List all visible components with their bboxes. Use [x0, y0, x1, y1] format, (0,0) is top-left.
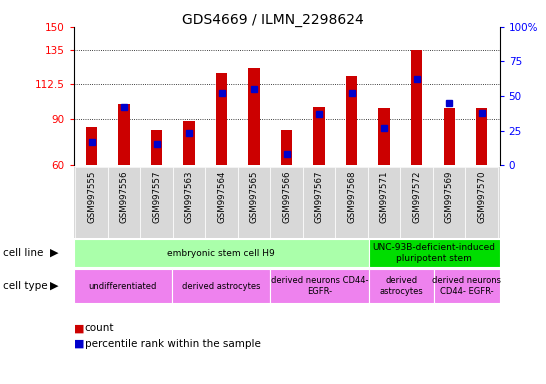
FancyBboxPatch shape [369, 239, 500, 267]
FancyBboxPatch shape [75, 167, 108, 238]
Text: undifferentiated: undifferentiated [88, 281, 157, 291]
Bar [411, 50, 423, 165]
Text: ▶: ▶ [50, 248, 59, 258]
Bar [216, 73, 227, 165]
Text: GSM997571: GSM997571 [379, 170, 389, 223]
Text: ▶: ▶ [50, 281, 59, 291]
Text: UNC-93B-deficient-induced
pluripotent stem: UNC-93B-deficient-induced pluripotent st… [372, 243, 496, 263]
Text: derived
astrocytes: derived astrocytes [379, 276, 423, 296]
Text: GSM997564: GSM997564 [217, 170, 226, 223]
FancyBboxPatch shape [400, 167, 433, 238]
Text: GSM997563: GSM997563 [185, 170, 194, 223]
Text: cell type: cell type [3, 281, 48, 291]
FancyBboxPatch shape [172, 269, 270, 303]
Text: derived neurons CD44-
EGFR-: derived neurons CD44- EGFR- [271, 276, 368, 296]
Text: count: count [85, 323, 114, 333]
Bar [313, 107, 325, 165]
FancyBboxPatch shape [270, 269, 369, 303]
FancyBboxPatch shape [335, 167, 368, 238]
Text: GSM997570: GSM997570 [477, 170, 486, 223]
Text: GSM997569: GSM997569 [444, 170, 454, 223]
FancyBboxPatch shape [140, 167, 173, 238]
Text: derived neurons
CD44- EGFR-: derived neurons CD44- EGFR- [432, 276, 501, 296]
Text: cell line: cell line [3, 248, 43, 258]
Text: derived astrocytes: derived astrocytes [182, 281, 260, 291]
Text: ■: ■ [74, 323, 84, 333]
FancyBboxPatch shape [173, 167, 205, 238]
FancyBboxPatch shape [205, 167, 238, 238]
FancyBboxPatch shape [238, 167, 270, 238]
Text: GSM997567: GSM997567 [314, 170, 324, 223]
Bar [86, 127, 97, 165]
FancyBboxPatch shape [434, 269, 500, 303]
Bar [378, 108, 390, 165]
Bar [151, 130, 162, 165]
FancyBboxPatch shape [303, 167, 335, 238]
Text: percentile rank within the sample: percentile rank within the sample [85, 339, 260, 349]
FancyBboxPatch shape [433, 167, 465, 238]
FancyBboxPatch shape [465, 167, 498, 238]
Bar [248, 68, 260, 165]
Text: GSM997566: GSM997566 [282, 170, 291, 223]
Text: GDS4669 / ILMN_2298624: GDS4669 / ILMN_2298624 [182, 13, 364, 27]
Bar [346, 76, 358, 165]
Text: GSM997556: GSM997556 [120, 170, 129, 223]
FancyBboxPatch shape [369, 269, 434, 303]
Text: GSM997555: GSM997555 [87, 170, 96, 223]
FancyBboxPatch shape [74, 167, 500, 238]
Bar [118, 104, 130, 165]
Text: GSM997572: GSM997572 [412, 170, 421, 223]
FancyBboxPatch shape [108, 167, 140, 238]
Bar [183, 121, 195, 165]
FancyBboxPatch shape [74, 269, 172, 303]
Text: GSM997568: GSM997568 [347, 170, 356, 223]
FancyBboxPatch shape [74, 239, 369, 267]
Bar [281, 130, 292, 165]
Text: embryonic stem cell H9: embryonic stem cell H9 [167, 248, 275, 258]
FancyBboxPatch shape [270, 167, 303, 238]
FancyBboxPatch shape [368, 167, 400, 238]
Bar [476, 108, 488, 165]
Text: ■: ■ [74, 339, 84, 349]
Bar [443, 108, 455, 165]
Text: GSM997557: GSM997557 [152, 170, 161, 223]
Text: GSM997565: GSM997565 [250, 170, 259, 223]
